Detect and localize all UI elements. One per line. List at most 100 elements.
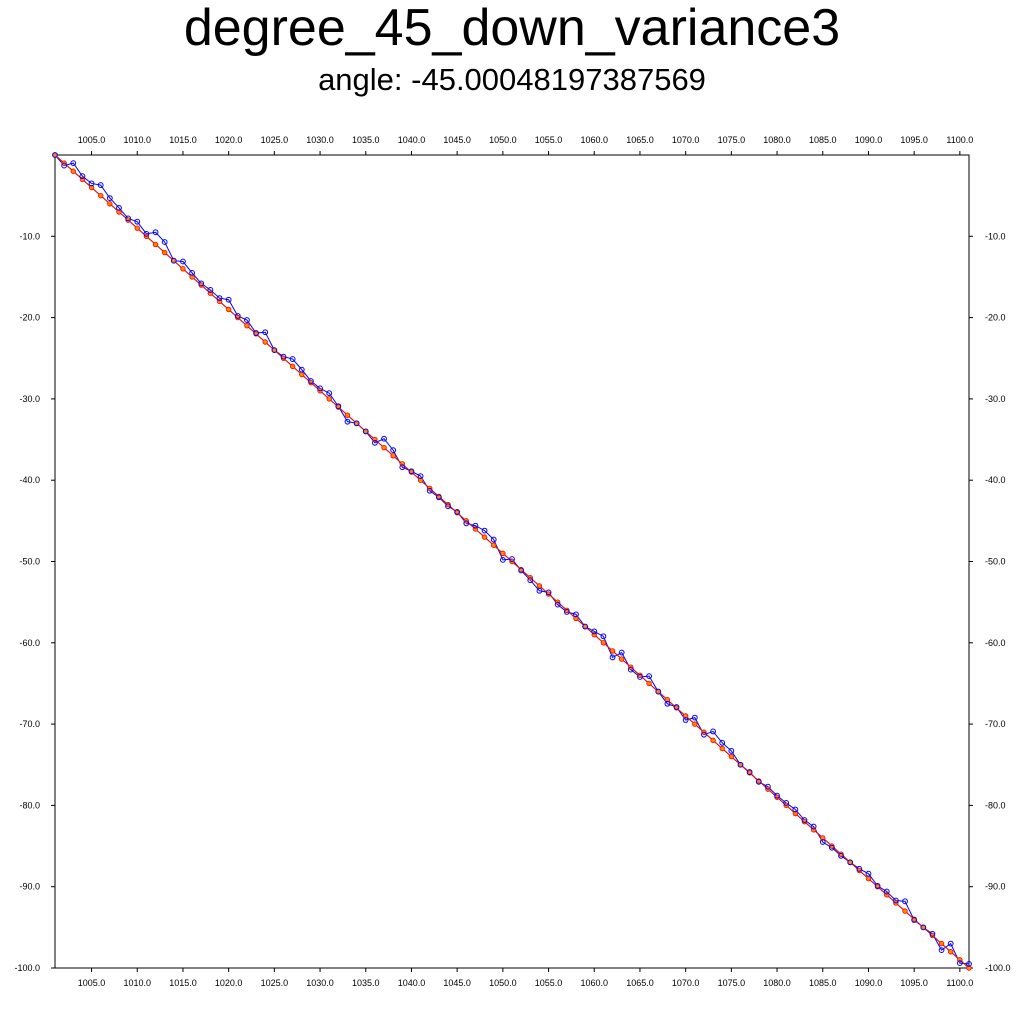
noisy-point	[234, 313, 241, 319]
noisy-point	[435, 494, 442, 501]
noisy-point	[902, 898, 908, 905]
ideal-point	[948, 949, 954, 955]
y-tick-label-left: -80.0	[19, 800, 40, 810]
x-tick-label-top: 1100.0	[946, 135, 973, 145]
noisy-point	[161, 239, 168, 245]
noisy-point	[152, 229, 159, 236]
y-tick-label-right: -100.0	[985, 963, 1011, 973]
x-tick-label-bottom: 1060.0	[580, 978, 608, 988]
x-tick-label-top: 1045.0	[443, 135, 471, 145]
noisy-point	[609, 654, 616, 661]
noisy-point	[170, 257, 177, 264]
noisy-point	[280, 353, 287, 360]
y-tick-label-right: -10.0	[985, 231, 1006, 241]
x-tick-label-bottom: 1095.0	[900, 978, 928, 988]
noisy-point	[829, 844, 835, 851]
x-tick-label-top: 1010.0	[123, 135, 151, 145]
ideal-point	[966, 965, 972, 971]
ideal-point	[609, 648, 616, 654]
noisy-point	[801, 817, 808, 823]
noisy-point	[70, 160, 77, 167]
x-tick-label-bottom: 1005.0	[78, 978, 106, 988]
noisy-point	[198, 280, 205, 287]
ideal-point	[262, 339, 268, 345]
y-tick-label-right: -60.0	[985, 638, 1006, 648]
noisy-point	[920, 924, 927, 931]
noisy-point	[865, 870, 872, 877]
noisy-point	[819, 839, 826, 845]
noisy-point	[710, 728, 716, 735]
y-tick-label-left: -20.0	[19, 313, 40, 323]
noisy-point	[518, 567, 525, 574]
noisy-point	[317, 385, 323, 392]
x-tick-label-top: 1020.0	[215, 135, 243, 145]
noisy-point	[810, 823, 817, 830]
x-tick-label-bottom: 1045.0	[443, 978, 471, 988]
x-tick-label-bottom: 1090.0	[855, 978, 883, 988]
x-tick-label-top: 1080.0	[763, 135, 791, 145]
ideal-point	[646, 680, 652, 687]
noisy-point	[673, 704, 680, 710]
noisy-point	[225, 296, 232, 303]
noisy-point	[664, 700, 671, 707]
ideal-point	[491, 542, 497, 548]
ideal-point	[344, 412, 351, 418]
ideal-point	[600, 640, 607, 646]
x-tick-label-top: 1085.0	[809, 135, 837, 145]
noisy-point	[426, 487, 433, 494]
noisy-point	[554, 601, 561, 608]
noisy-point	[847, 859, 854, 866]
noisy-point	[655, 688, 662, 695]
x-tick-label-bottom: 1070.0	[672, 978, 700, 988]
noisy-point	[79, 173, 86, 180]
noisy-point	[326, 390, 333, 397]
noisy-point	[445, 503, 451, 510]
noisy-point	[911, 917, 918, 923]
noisy-point	[746, 769, 753, 775]
noisy-point	[755, 778, 762, 785]
noisy-point	[216, 295, 223, 301]
noisy-point	[527, 577, 534, 584]
ideal-point	[88, 184, 95, 191]
ideal-point	[417, 477, 424, 483]
noisy-point	[618, 649, 625, 656]
ideal-point	[299, 371, 305, 378]
y-tick-label-right: -80.0	[985, 800, 1006, 810]
noisy-point	[134, 218, 141, 225]
noisy-point	[472, 522, 479, 529]
series	[52, 152, 972, 971]
noisy-point	[856, 865, 863, 872]
y-tick-label-left: -70.0	[19, 719, 40, 729]
noisy-point	[883, 888, 890, 895]
ideal-point	[710, 737, 716, 744]
noisy-point	[116, 204, 122, 211]
noisy-point	[691, 714, 698, 721]
noisy-point	[298, 366, 305, 373]
noisy-point	[627, 666, 634, 673]
ideal-point	[618, 656, 625, 662]
x-tick-label-top: 1040.0	[398, 135, 426, 145]
x-tick-label-bottom: 1010.0	[123, 978, 151, 988]
noisy-point	[792, 806, 799, 813]
y-tick-label-left: -10.0	[19, 231, 40, 241]
y-tick-label-right: -30.0	[985, 394, 1006, 404]
noisy-point	[244, 317, 250, 323]
noisy-point	[838, 852, 844, 859]
ideal-point	[381, 444, 387, 451]
noisy-point	[61, 162, 68, 169]
x-tick-label-top: 1075.0	[718, 135, 746, 145]
ideal-point	[682, 713, 689, 719]
y-tick-label-right: -50.0	[985, 557, 1006, 567]
noisy-point	[125, 215, 132, 222]
ideal-point	[820, 835, 826, 841]
y-tick-label-left: -60.0	[19, 638, 40, 648]
noisy-point	[372, 439, 378, 446]
x-tick-label-bottom: 1050.0	[489, 978, 517, 988]
noisy-point	[682, 717, 689, 723]
x-tick-label-top: 1015.0	[169, 135, 197, 145]
x-tick-label-bottom: 1100.0	[946, 978, 973, 988]
x-tick-label-bottom: 1080.0	[763, 978, 791, 988]
noisy-point	[582, 623, 589, 630]
noisy-point	[408, 468, 415, 475]
